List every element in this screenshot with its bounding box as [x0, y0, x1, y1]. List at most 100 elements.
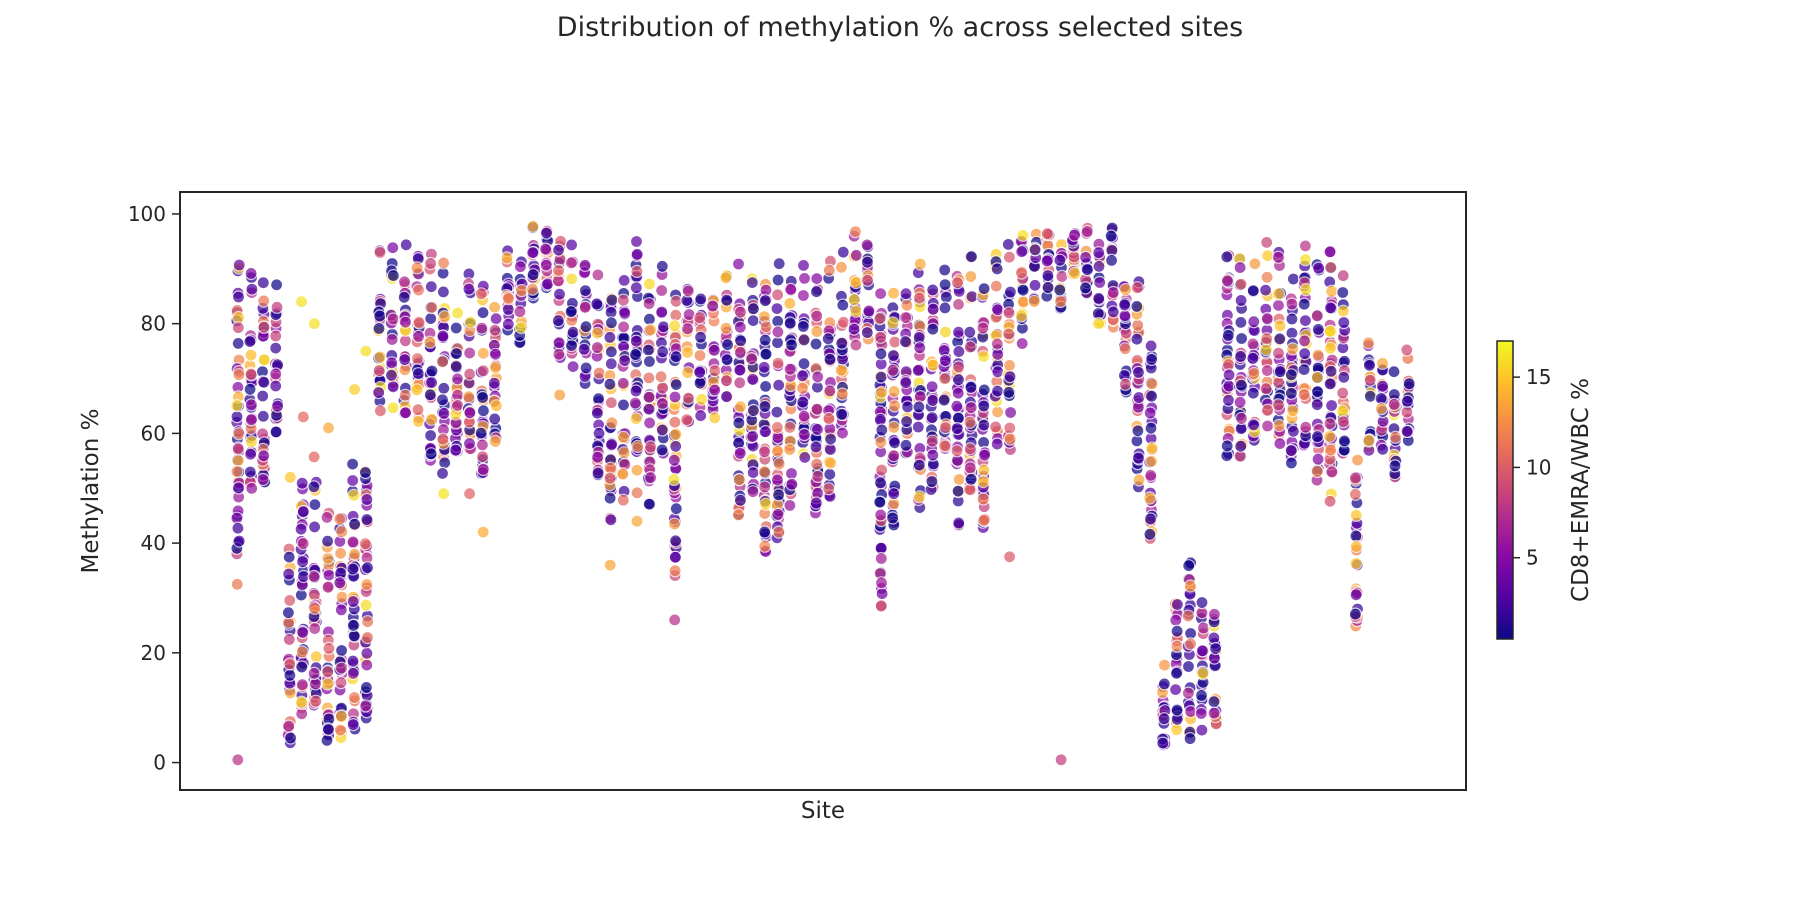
data-point: [783, 316, 797, 330]
data-point: [1181, 659, 1196, 674]
data-point: [823, 432, 838, 446]
data-point: [269, 425, 283, 439]
data-point: [1323, 301, 1338, 315]
data-point: [1311, 452, 1325, 466]
data-point: [333, 576, 347, 590]
data-point: [489, 399, 503, 413]
data-point: [296, 555, 310, 569]
data-point: [1325, 465, 1339, 479]
data-point: [759, 497, 773, 511]
data-point: [231, 753, 245, 767]
data-point: [244, 447, 258, 461]
data-point: [1131, 424, 1145, 438]
data-point: [964, 269, 978, 284]
data-point: [771, 273, 785, 287]
data-point: [386, 269, 400, 283]
data-point: [771, 325, 785, 339]
data-point: [552, 287, 567, 301]
data-point: [245, 481, 259, 495]
data-point: [269, 367, 283, 381]
data-point: [925, 474, 939, 489]
data-point: [604, 513, 618, 527]
data-point: [488, 412, 502, 426]
data-point: [783, 498, 797, 512]
data-point: [630, 247, 644, 261]
data-point: [488, 347, 503, 361]
data-point: [989, 279, 1003, 293]
data-point: [1208, 641, 1223, 656]
data-point: [963, 415, 977, 429]
data-point: [488, 300, 502, 314]
data-point: [926, 322, 940, 336]
data-point: [1106, 305, 1120, 319]
data-point: [424, 312, 438, 326]
data-point: [1221, 328, 1235, 342]
data-point: [681, 284, 695, 298]
data-point: [321, 421, 336, 435]
data-point: [630, 514, 644, 528]
data-point: [372, 385, 386, 400]
data-point: [539, 226, 554, 240]
data-point: [1348, 487, 1363, 501]
data-point: [810, 309, 824, 323]
data-point: [796, 395, 810, 409]
data-point: [244, 367, 258, 381]
data-point: [475, 438, 489, 452]
data-point: [784, 338, 799, 352]
data-point: [1310, 370, 1324, 384]
data-point: [822, 482, 836, 496]
data-point: [719, 374, 734, 388]
data-point: [835, 426, 850, 440]
data-point: [410, 351, 425, 366]
data-point: [425, 364, 439, 378]
data-point: [591, 268, 605, 282]
data-point: [230, 577, 244, 591]
data-point: [385, 332, 399, 347]
data-point: [564, 256, 578, 270]
data-point: [1195, 595, 1209, 610]
data-point: [925, 434, 940, 448]
data-point: [669, 378, 683, 392]
data-point: [874, 435, 888, 449]
data-point: [1092, 259, 1106, 273]
data-point: [296, 536, 310, 551]
data-point: [810, 457, 824, 471]
data-point: [809, 440, 823, 454]
data-point: [1387, 365, 1401, 379]
data-point: [244, 348, 258, 362]
data-point: [860, 238, 874, 252]
data-point: [758, 425, 773, 439]
colorbar-tick-label: 10: [1526, 455, 1551, 479]
data-point: [1234, 277, 1248, 291]
data-point: [1143, 406, 1157, 420]
data-point: [604, 345, 618, 359]
data-point: [231, 454, 245, 468]
data-point: [951, 386, 965, 400]
data-point: [565, 272, 579, 286]
data-point: [437, 487, 451, 501]
data-point: [642, 297, 656, 311]
data-point: [347, 690, 361, 705]
data-point: [346, 618, 360, 633]
data-point: [874, 576, 889, 590]
data-point: [435, 393, 450, 407]
data-point: [873, 312, 887, 326]
data-point: [335, 643, 349, 658]
data-point: [578, 258, 592, 272]
data-point: [655, 443, 669, 457]
data-point: [372, 364, 386, 378]
data-point: [1002, 550, 1017, 564]
data-point: [759, 320, 773, 334]
data-point: [1234, 439, 1248, 453]
data-point: [963, 442, 977, 456]
data-point: [990, 405, 1005, 419]
data-point: [1207, 695, 1221, 709]
data-point: [1144, 454, 1159, 468]
data-point: [360, 577, 374, 592]
data-point: [1092, 246, 1106, 260]
data-point: [321, 665, 335, 679]
y-tick-label: 60: [141, 421, 166, 445]
data-point: [231, 290, 246, 304]
data-point: [746, 485, 760, 499]
data-point: [912, 490, 927, 504]
